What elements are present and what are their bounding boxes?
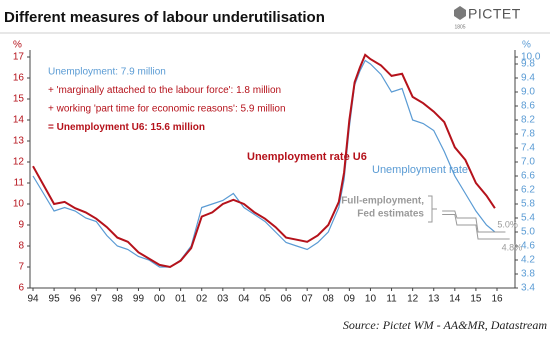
y2-tick-label: 9.0	[521, 87, 535, 98]
y2-tick-label: 9.8	[521, 59, 535, 70]
fed-estimate-line	[442, 214, 510, 240]
x-tick-label: 99	[133, 294, 145, 305]
series-line	[32, 53, 496, 269]
x-tick-label: 97	[91, 294, 103, 305]
fed-value-label: 5.0%	[497, 219, 518, 229]
x-tick-label: 08	[323, 294, 335, 305]
x-tick-label: 00	[154, 294, 166, 305]
x-tick-label: 96	[70, 294, 82, 305]
y-tick-label: 15	[13, 94, 25, 105]
y2-tick-label: 5.8	[521, 199, 535, 210]
x-tick-label: 94	[27, 294, 39, 305]
x-tick-label: 12	[407, 294, 419, 305]
y2-tick-label: 7.8	[521, 129, 535, 140]
annotation: = Unemployment U6: 15.6 million	[48, 122, 205, 133]
y2-tick-label: 3.4	[521, 283, 535, 294]
annotation: Unemployment: 7.9 million	[48, 67, 166, 78]
y2-tick-label: 9.4	[521, 73, 535, 84]
y2-tick-label: 10.0	[521, 52, 541, 63]
x-tick-label: 02	[196, 294, 208, 305]
x-tick-label: 10	[365, 294, 377, 305]
y2-tick-label: 3.8	[521, 269, 535, 280]
fed-value-label: 4.8%	[502, 242, 523, 252]
x-tick-label: 13	[428, 294, 440, 305]
y-tick-label: 9	[18, 220, 24, 231]
x-tick-label: 07	[302, 294, 314, 305]
x-tick-label: 16	[491, 294, 503, 305]
x-tick-label: 01	[175, 294, 187, 305]
x-tick-label: 04	[238, 294, 250, 305]
y-tick-label: 13	[13, 136, 25, 147]
series-line	[32, 59, 496, 268]
y2-tick-label: 8.6	[521, 101, 535, 112]
x-tick-label: 95	[49, 294, 61, 305]
x-tick-label: 06	[281, 294, 293, 305]
annotation: + 'marginally attached to the labour for…	[48, 85, 281, 96]
y-tick-label: 6	[18, 283, 24, 294]
y-tick-label: 7	[18, 262, 24, 273]
y2-tick-label: 6.6	[521, 171, 535, 182]
y-tick-label: 8	[18, 241, 24, 252]
x-tick-label: 11	[386, 294, 397, 305]
source: Source: Pictet WM - AA&MR, Datastream	[343, 318, 548, 332]
y2-unit: %	[522, 40, 531, 51]
y2-tick-label: 6.2	[521, 185, 535, 196]
logo-year: 1805	[454, 24, 465, 30]
y-tick-label: 16	[13, 73, 25, 84]
y-tick-label: 10	[13, 199, 25, 210]
x-tick-label: 15	[470, 294, 482, 305]
fed-bracket	[428, 195, 437, 223]
fed-label: Fed estimates	[357, 209, 424, 220]
y2-tick-label: 4.2	[521, 255, 535, 266]
x-tick-label: 05	[259, 294, 271, 305]
y2-tick-label: 5.4	[521, 213, 535, 224]
logo: PICTET	[468, 6, 521, 22]
x-tick-label: 09	[344, 294, 356, 305]
x-tick-label: 03	[217, 294, 229, 305]
y2-tick-label: 8.2	[521, 115, 535, 126]
y-tick-label: 14	[13, 115, 25, 126]
y2-tick-label: 4.6	[521, 241, 535, 252]
series-label: Unemployment rate U6	[247, 151, 367, 163]
x-tick-label: 98	[112, 294, 124, 305]
x-tick-label: 14	[449, 294, 461, 305]
fed-estimate-line	[442, 210, 506, 233]
y2-tick-label: 5.0	[521, 227, 535, 238]
series-label: Unemployment rate	[372, 164, 468, 176]
fed-label: Full-employment,	[341, 196, 424, 207]
y2-tick-label: 7.4	[521, 143, 535, 154]
y-tick-label: 11	[14, 178, 25, 189]
y-unit: %	[13, 40, 22, 51]
annotation: + working 'part time for economic reason…	[48, 104, 286, 115]
y-tick-label: 17	[13, 52, 25, 63]
y2-tick-label: 7.0	[521, 157, 535, 168]
logo-icon	[454, 6, 466, 20]
y-tick-label: 12	[13, 157, 25, 168]
chart-title: Different measures of labour underutilis…	[4, 9, 325, 26]
